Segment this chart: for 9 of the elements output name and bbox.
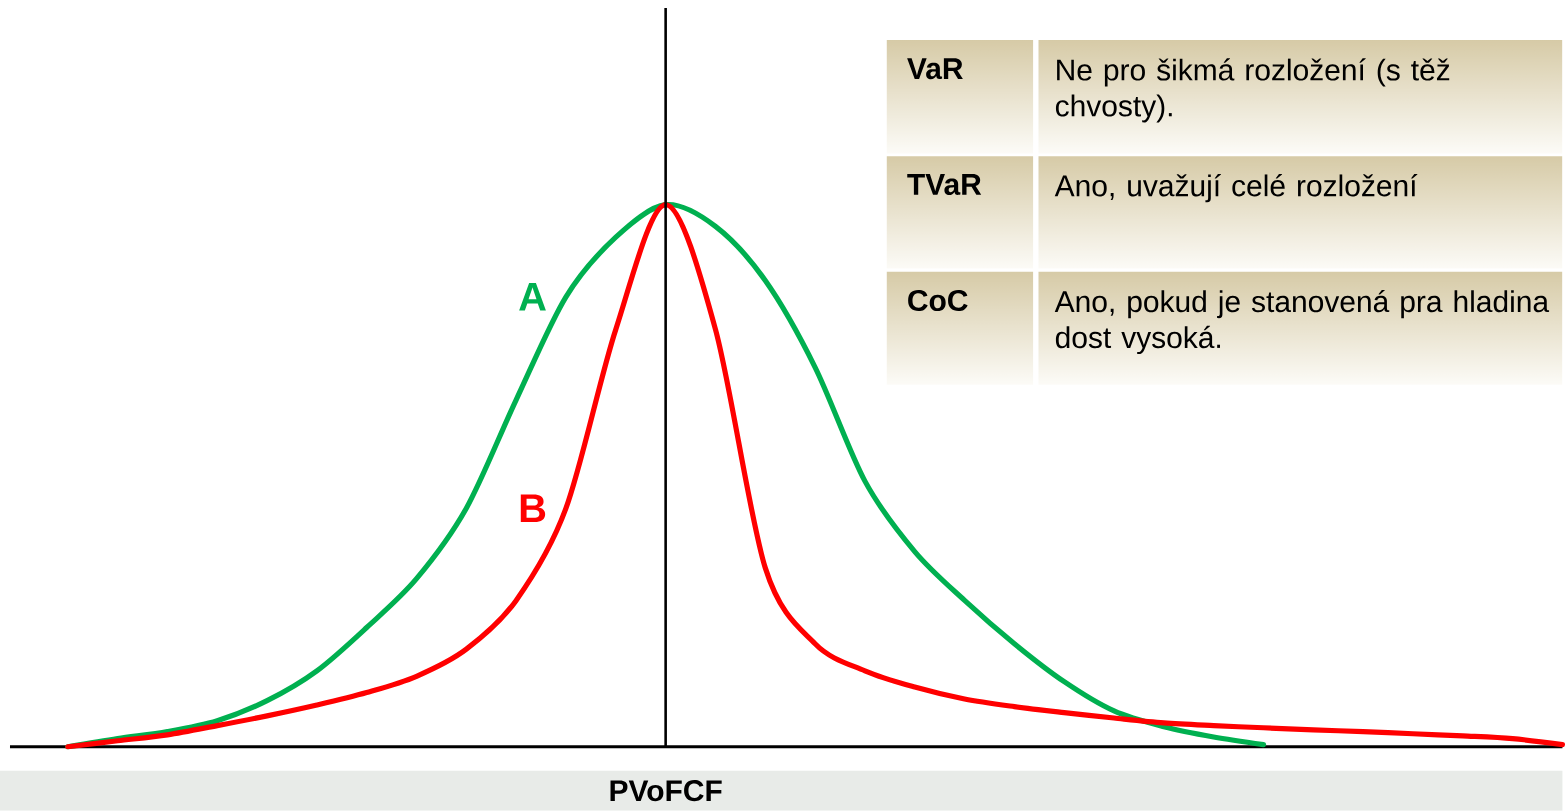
text: TVaR [907,174,982,196]
series-label: B [520,494,546,523]
text: Ne pro šikmá rozložení (s těž chvosty). [1055,58,1450,123]
x-axis-title: PVoFCF [610,780,722,802]
series-label: A [519,283,546,311]
text: Ano, uvažují celé rozložení [1054,174,1418,203]
text: VaR [907,58,963,80]
annotation: Ano, pokud je stanovená pra hladina dost vysoká. [1054,290,1550,355]
annotation: CoC [908,290,968,312]
